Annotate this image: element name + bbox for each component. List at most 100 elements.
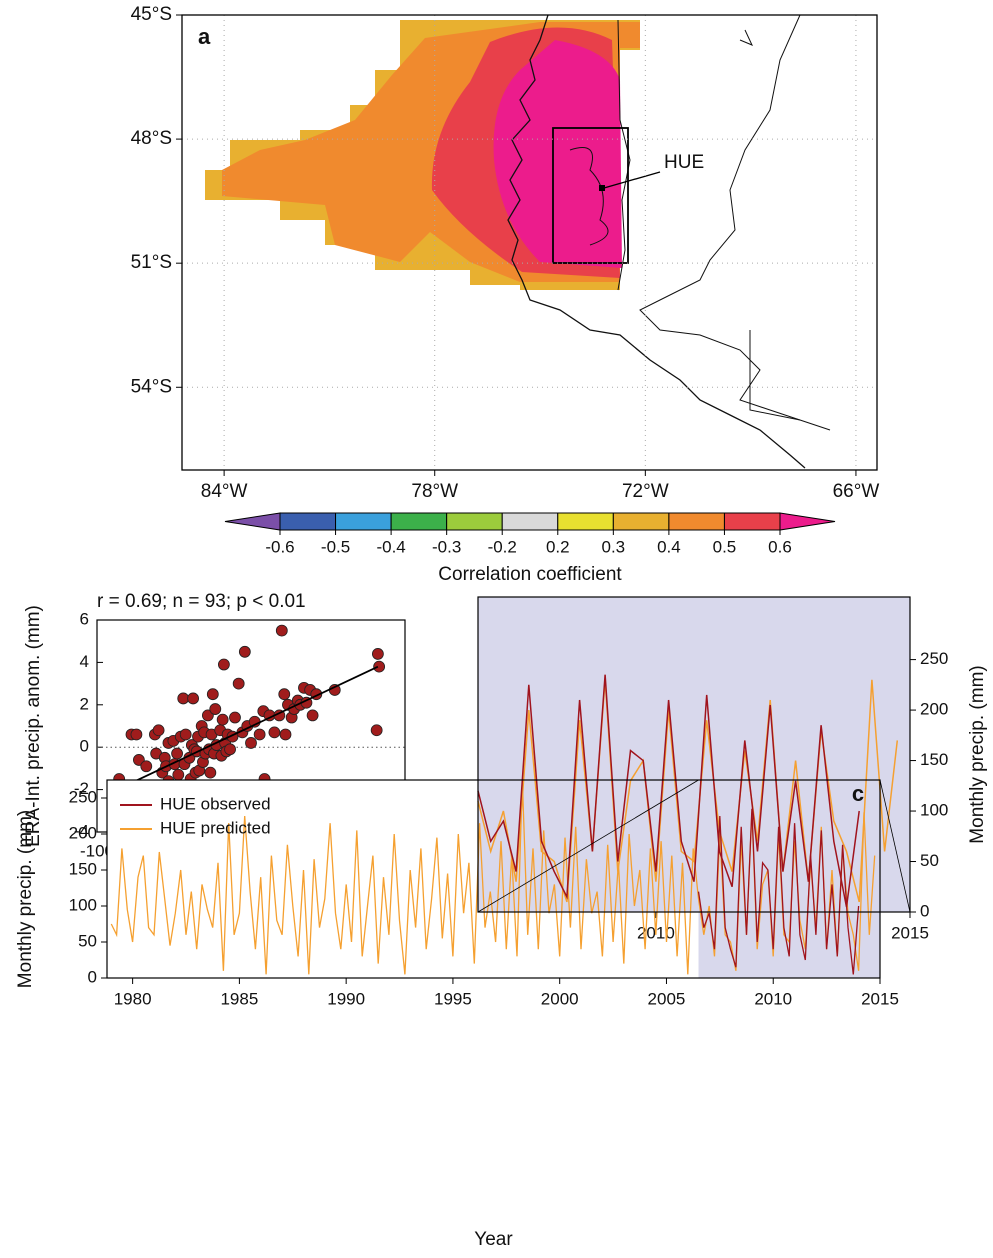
- colorbar-tick-label: 0.2: [546, 537, 570, 556]
- colorbar-tick-label: -0.6: [265, 537, 294, 556]
- zoom-connector: [477, 779, 699, 913]
- colorbar-tick-label: -0.5: [321, 537, 350, 556]
- series-line: [697, 808, 860, 975]
- panel-label: a: [198, 24, 211, 49]
- hue-leader: [603, 171, 661, 189]
- coastline-east: [639, 14, 831, 431]
- point: [245, 737, 257, 749]
- colorbar-end: [224, 512, 281, 531]
- colorbar-segment: [335, 512, 392, 531]
- map-frame: [181, 14, 878, 471]
- point: [209, 703, 222, 715]
- map-fill: HUE a: [198, 14, 831, 469]
- inset-y-tick-label: 200: [920, 700, 948, 719]
- x-tick-label: 2005: [648, 989, 686, 1008]
- y-tick-label: 51°S: [131, 252, 172, 273]
- point: [206, 688, 219, 701]
- coastline: [507, 14, 806, 469]
- colorbar-tick-label: 0.5: [713, 537, 737, 556]
- inset-x-tick-label: 2015: [891, 923, 929, 942]
- point: [172, 768, 185, 781]
- x-tick-label: 2000: [541, 989, 579, 1008]
- colorbar-segment: [723, 512, 781, 531]
- y-tick-label: 2: [80, 694, 89, 713]
- x-tick-label: 1995: [434, 989, 472, 1008]
- point: [306, 709, 319, 722]
- point: [216, 713, 229, 726]
- point: [217, 658, 230, 671]
- point: [179, 728, 192, 741]
- colorbar-tick-label: 0.3: [602, 537, 626, 556]
- y-tick-label: 50: [78, 931, 97, 950]
- point: [187, 692, 199, 705]
- point: [238, 645, 251, 658]
- point: [275, 624, 288, 637]
- annotation: HUE: [664, 152, 704, 173]
- point: [224, 743, 236, 756]
- y-axis-label: Monthly precip. (mm): [15, 810, 36, 988]
- x-tick-label: 1980: [114, 989, 152, 1008]
- colorbar-segment: [501, 512, 559, 531]
- colorbar-segment: [557, 512, 614, 531]
- point: [268, 726, 281, 739]
- point: [171, 747, 183, 760]
- point: [232, 677, 245, 690]
- y-tick-label: -2: [74, 779, 89, 798]
- hue-box: [552, 127, 629, 264]
- x-tick-label: 84°W: [201, 481, 248, 502]
- y-axis-label: ERA-Int. precip. anom. (mm): [23, 605, 44, 847]
- y-tick-label: 6: [80, 609, 89, 628]
- x-tick-label: 66°W: [833, 481, 880, 502]
- colorbar-end: [779, 512, 836, 531]
- y-tick-label: 150: [69, 859, 97, 878]
- y-tick-label: 4: [80, 652, 89, 671]
- x-tick-label: 2015: [861, 989, 899, 1008]
- colorbar-tick-label: 0.6: [768, 537, 792, 556]
- point: [279, 728, 292, 741]
- y-tick-label: 250: [69, 787, 97, 806]
- colorbar-segment: [390, 512, 448, 531]
- y-tick-label: 200: [69, 823, 97, 842]
- point: [373, 660, 386, 673]
- y-tick-label: -4: [74, 821, 89, 840]
- x-tick-label: 78°W: [411, 481, 458, 502]
- colorbar-segment: [279, 512, 337, 531]
- inset-frame: [477, 596, 911, 913]
- inset-y-tick-label: 250: [920, 649, 948, 668]
- lake-outline: [569, 29, 753, 246]
- contour-0.6: [493, 40, 622, 268]
- point: [140, 760, 153, 773]
- point: [371, 648, 384, 660]
- inset-y-tick-label: 150: [920, 750, 948, 769]
- border: [617, 19, 801, 421]
- x-tick-label: 1985: [220, 989, 258, 1008]
- hue-station: [599, 185, 605, 191]
- fit-line: [121, 665, 379, 789]
- point: [204, 766, 217, 779]
- legend-label: HUE predicted: [160, 818, 271, 837]
- colorbar-label: Correlation coefficient: [438, 564, 622, 585]
- x-tick-label: 2010: [754, 989, 792, 1008]
- colorbar-tick-label: -0.2: [488, 537, 517, 556]
- point: [152, 724, 165, 737]
- colorbar-tick-label: -0.3: [432, 537, 461, 556]
- point: [278, 688, 291, 701]
- y-tick-label: 100: [69, 895, 97, 914]
- colorbar-segment: [612, 512, 670, 531]
- panel-label: c: [852, 781, 864, 806]
- inset-y-axis-label: Monthly precip. (mm): [967, 665, 988, 843]
- x-tick-label: 72°W: [622, 481, 669, 502]
- x-tick-label: 1990: [327, 989, 365, 1008]
- y-tick-label: 45°S: [131, 4, 172, 25]
- colorbar-segment: [446, 512, 503, 531]
- point: [177, 692, 190, 705]
- point: [370, 724, 383, 737]
- inset-frame-bg: [478, 597, 910, 912]
- legend-label: HUE observed: [160, 794, 271, 813]
- plot-frame: [106, 779, 881, 979]
- point: [229, 711, 241, 724]
- y-tick-label: 54°S: [131, 376, 172, 397]
- inset-y-tick-label: 100: [920, 801, 948, 820]
